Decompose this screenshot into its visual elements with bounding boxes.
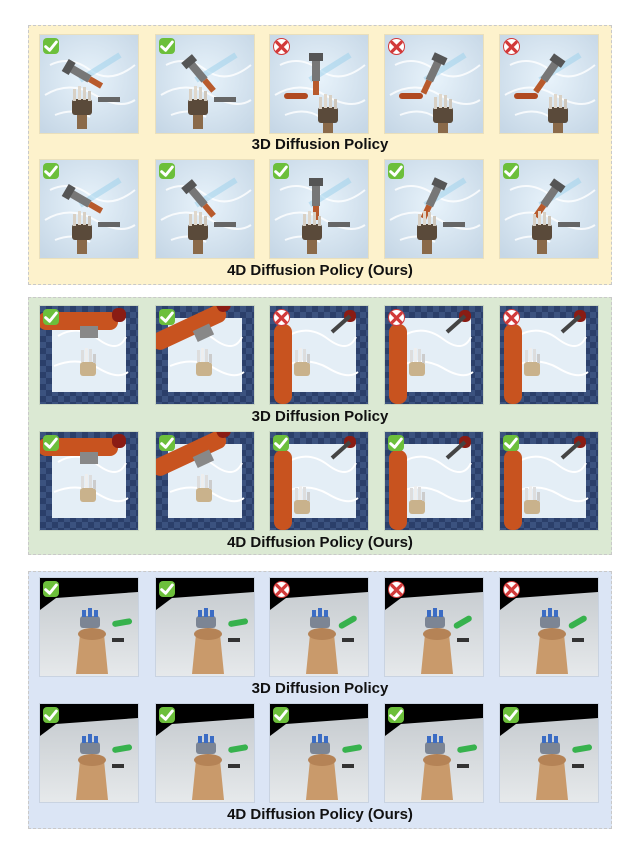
cross-circle-icon [503, 38, 520, 55]
scene-image [156, 578, 254, 676]
scene-image [40, 578, 138, 676]
cross-circle-icon [388, 581, 405, 598]
rollout-frame [500, 432, 598, 530]
rollout-frame [40, 704, 138, 802]
cross-circle-icon [273, 309, 290, 326]
scene-image [270, 306, 368, 404]
rollout-frame [385, 35, 483, 133]
check-icon [43, 309, 59, 325]
scene-image [156, 432, 254, 530]
check-icon [159, 707, 175, 723]
panel-blue: 3D Diffusion Policy [28, 571, 612, 829]
row-caption: 4D Diffusion Policy (Ours) [227, 806, 413, 823]
check-icon [43, 707, 59, 723]
scene-image [385, 432, 483, 530]
rollout-frame [156, 35, 254, 133]
rollout-frame [385, 704, 483, 802]
rollout-row [40, 578, 602, 676]
scene-image [270, 578, 368, 676]
scene-image [156, 35, 254, 133]
rollout-frame [270, 35, 368, 133]
panel-green: 3D Diffusion Policy [28, 297, 612, 555]
check-icon [43, 581, 59, 597]
check-icon [159, 581, 175, 597]
check-icon [388, 707, 404, 723]
rollout-frame [385, 306, 483, 404]
rollout-frame [270, 160, 368, 258]
check-icon [503, 707, 519, 723]
check-icon [388, 163, 404, 179]
check-icon [159, 309, 175, 325]
scene-image [500, 306, 598, 404]
row-caption: 4D Diffusion Policy (Ours) [227, 262, 413, 279]
rollout-frame [385, 432, 483, 530]
rollout-frame [40, 432, 138, 530]
row-caption: 3D Diffusion Policy [251, 136, 389, 153]
check-icon [43, 38, 59, 54]
rollout-frame [40, 578, 138, 676]
rollout-frame [500, 306, 598, 404]
panel-yellow: 3D Diffusion Policy [28, 25, 612, 285]
cross-circle-icon [273, 38, 290, 55]
scene-image [500, 578, 598, 676]
check-icon [159, 163, 175, 179]
rollout-frame [385, 578, 483, 676]
rollout-frame [156, 432, 254, 530]
rollout-frame [270, 578, 368, 676]
rollout-frame [500, 704, 598, 802]
row-caption: 3D Diffusion Policy [251, 680, 389, 697]
rollout-frame [40, 160, 138, 258]
scene-image [270, 704, 368, 802]
rollout-frame [500, 578, 598, 676]
rollout-row [40, 704, 602, 802]
scene-image [385, 35, 483, 133]
check-icon [43, 435, 59, 451]
rollout-row [40, 306, 602, 404]
check-icon [273, 163, 289, 179]
rollout-frame [270, 432, 368, 530]
rollout-frame [270, 306, 368, 404]
rollout-frame [500, 160, 598, 258]
rollout-frame [40, 35, 138, 133]
scene-image [40, 306, 138, 404]
check-icon [273, 435, 289, 451]
scene-image [156, 306, 254, 404]
scene-image [40, 432, 138, 530]
scene-image [500, 704, 598, 802]
cross-circle-icon [388, 38, 405, 55]
check-icon [159, 435, 175, 451]
scene-image [385, 704, 483, 802]
rollout-frame [500, 35, 598, 133]
check-icon [503, 435, 519, 451]
check-icon [43, 163, 59, 179]
rollout-frame [385, 160, 483, 258]
scene-image [385, 306, 483, 404]
row-caption: 3D Diffusion Policy [251, 408, 389, 425]
rollout-frame [40, 306, 138, 404]
rollout-frame [270, 704, 368, 802]
rollout-frame [156, 578, 254, 676]
rollout-row [40, 35, 602, 133]
rollout-frame [156, 704, 254, 802]
cross-circle-icon [503, 309, 520, 326]
cross-circle-icon [503, 581, 520, 598]
check-icon [159, 38, 175, 54]
rollout-row [40, 432, 602, 530]
rollout-frame [156, 306, 254, 404]
check-icon [273, 707, 289, 723]
rollout-frame [156, 160, 254, 258]
check-icon [388, 435, 404, 451]
check-icon [503, 163, 519, 179]
scene-image [270, 432, 368, 530]
rollout-row [40, 160, 602, 258]
cross-circle-icon [273, 581, 290, 598]
cross-circle-icon [388, 309, 405, 326]
row-caption: 4D Diffusion Policy (Ours) [227, 534, 413, 551]
